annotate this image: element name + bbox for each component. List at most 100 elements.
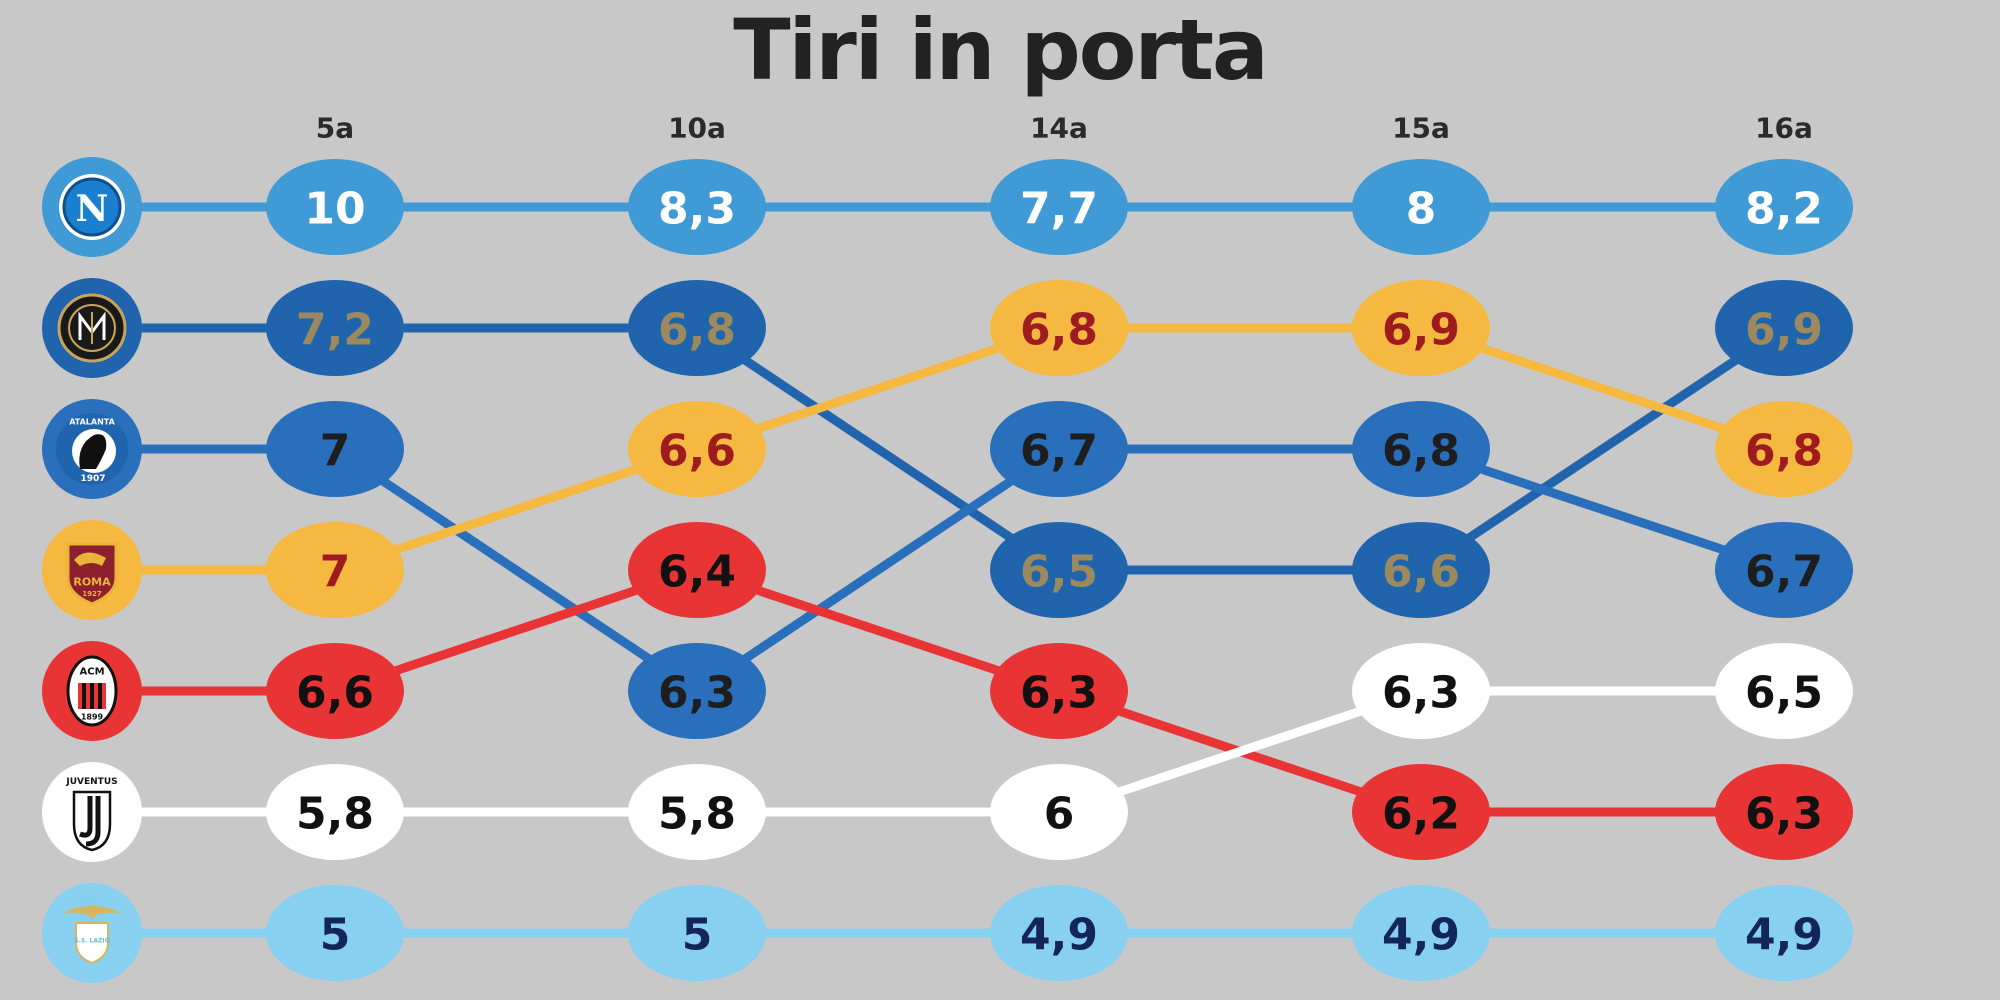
juventus-node-bubble xyxy=(1715,643,1853,739)
atalanta-node-bubble xyxy=(628,643,766,739)
lazio-node-bubble xyxy=(266,885,404,981)
roma-value-label: 6,8 xyxy=(1745,426,1823,477)
napoli-node-bubble xyxy=(1715,159,1853,255)
napoli-node-bubble xyxy=(628,159,766,255)
inter-value-node-14a: 6,5 xyxy=(990,522,1128,618)
inter-node-bubble xyxy=(628,280,766,376)
svg-text:1927: 1927 xyxy=(82,590,102,598)
atalanta-value-node-16a: 6,7 xyxy=(1715,522,1853,618)
lazio-value-label: 4,9 xyxy=(1382,910,1460,961)
napoli-value-label: 7,7 xyxy=(1020,184,1098,235)
lazio-node-bubble xyxy=(1715,885,1853,981)
svg-text:ACM: ACM xyxy=(79,667,104,678)
juventus-value-node-5a: 5,8 xyxy=(266,764,404,860)
juventus-value-node-10a: 5,8 xyxy=(628,764,766,860)
roma-node-bubble xyxy=(1715,401,1853,497)
atalanta-value-node-14a: 6,7 xyxy=(990,401,1128,497)
roma-value-node-10a: 6,6 xyxy=(628,401,766,497)
atalanta-node-bubble xyxy=(1715,522,1853,618)
svg-text:JUVENTUS: JUVENTUS xyxy=(65,777,117,787)
lazio-value-node-16a: 4,9 xyxy=(1715,885,1853,981)
napoli-node-bubble xyxy=(1352,159,1490,255)
lazio-value-node-5a: 5 xyxy=(266,885,404,981)
milan-value-node-16a: 6,3 xyxy=(1715,764,1853,860)
lazio-value-node-10a: 5 xyxy=(628,885,766,981)
lazio-value-label: 4,9 xyxy=(1020,910,1098,961)
roma-value-label: 7 xyxy=(320,547,351,598)
juventus-value-node-16a: 6,5 xyxy=(1715,643,1853,739)
inter-node-bubble xyxy=(1715,280,1853,376)
napoli-logo: N xyxy=(42,157,142,257)
svg-text:N: N xyxy=(76,188,109,230)
atalanta-node-bubble xyxy=(266,401,404,497)
lazio-node-bubble xyxy=(1352,885,1490,981)
svg-text:S.S. LAZIO: S.S. LAZIO xyxy=(74,938,109,945)
milan-value-label: 6,4 xyxy=(658,547,736,598)
milan-node-bubble xyxy=(990,643,1128,739)
milan-value-label: 6,3 xyxy=(1020,668,1098,719)
inter-value-label: 6,9 xyxy=(1745,305,1823,356)
napoli-value-label: 8,3 xyxy=(658,184,736,235)
juventus-value-label: 6,3 xyxy=(1382,668,1460,719)
milan-logo: ACM 1899 xyxy=(42,641,142,741)
column-labels: 5a 10a 14a 15a 16a xyxy=(316,112,1813,145)
column-label-15a: 15a xyxy=(1392,112,1450,145)
roma-value-node-15a: 6,9 xyxy=(1352,280,1490,376)
roma-node-bubble xyxy=(266,522,404,618)
lazio-value-label: 4,9 xyxy=(1745,910,1823,961)
napoli-value-node-14a: 7,7 xyxy=(990,159,1128,255)
napoli-value-node-5a: 10 xyxy=(266,159,404,255)
juventus-value-label: 5,8 xyxy=(658,789,736,840)
inter-value-node-10a: 6,8 xyxy=(628,280,766,376)
atalanta-value-label: 7 xyxy=(320,426,351,477)
svg-text:1899: 1899 xyxy=(81,713,104,722)
lazio-value-label: 5 xyxy=(320,910,351,961)
milan-value-node-5a: 6,6 xyxy=(266,643,404,739)
lazio-value-node-14a: 4,9 xyxy=(990,885,1128,981)
napoli-value-label: 10 xyxy=(304,184,365,235)
lazio-logo: S.S. LAZIO xyxy=(42,883,142,983)
svg-text:1907: 1907 xyxy=(80,474,105,484)
napoli-value-label: 8,2 xyxy=(1745,184,1823,235)
milan-node-bubble xyxy=(1715,764,1853,860)
juventus-value-label: 6 xyxy=(1044,789,1075,840)
column-label-16a: 16a xyxy=(1755,112,1813,145)
value-nodes: 10 8,3 7,7 8 8,2 7,2 6,8 6,5 6,6 6,9 7 6,3 6,7 6,8 6,7… xyxy=(266,159,1853,981)
atalanta-value-label: 6,7 xyxy=(1020,426,1098,477)
atalanta-value-label: 6,3 xyxy=(658,668,736,719)
roma-value-node-16a: 6,8 xyxy=(1715,401,1853,497)
atalanta-value-label: 6,8 xyxy=(1382,426,1460,477)
svg-text:ATALANTA: ATALANTA xyxy=(69,418,115,427)
milan-value-node-14a: 6,3 xyxy=(990,643,1128,739)
napoli-node-bubble xyxy=(990,159,1128,255)
napoli-value-label: 8 xyxy=(1406,184,1437,235)
napoli-value-node-10a: 8,3 xyxy=(628,159,766,255)
lazio-node-bubble xyxy=(990,885,1128,981)
atalanta-value-label: 6,7 xyxy=(1745,547,1823,598)
inter-node-bubble xyxy=(266,280,404,376)
milan-value-node-15a: 6,2 xyxy=(1352,764,1490,860)
juventus-node-bubble xyxy=(1352,643,1490,739)
roma-value-label: 6,8 xyxy=(1020,305,1098,356)
inter-node-bubble xyxy=(1352,522,1490,618)
inter-value-node-5a: 7,2 xyxy=(266,280,404,376)
roma-value-node-14a: 6,8 xyxy=(990,280,1128,376)
column-label-14a: 14a xyxy=(1030,112,1088,145)
inter-node-bubble xyxy=(990,522,1128,618)
milan-value-label: 6,2 xyxy=(1382,789,1460,840)
atalanta-logo: ATALANTA 1907 xyxy=(42,399,142,499)
milan-value-label: 6,3 xyxy=(1745,789,1823,840)
milan-node-bubble xyxy=(1352,764,1490,860)
juventus-node-bubble xyxy=(266,764,404,860)
atalanta-value-node-10a: 6,3 xyxy=(628,643,766,739)
lazio-node-bubble xyxy=(628,885,766,981)
lazio-value-node-15a: 4,9 xyxy=(1352,885,1490,981)
napoli-value-node-15a: 8 xyxy=(1352,159,1490,255)
inter-value-label: 6,8 xyxy=(658,305,736,356)
inter-value-node-16a: 6,9 xyxy=(1715,280,1853,376)
atalanta-value-node-5a: 7 xyxy=(266,401,404,497)
